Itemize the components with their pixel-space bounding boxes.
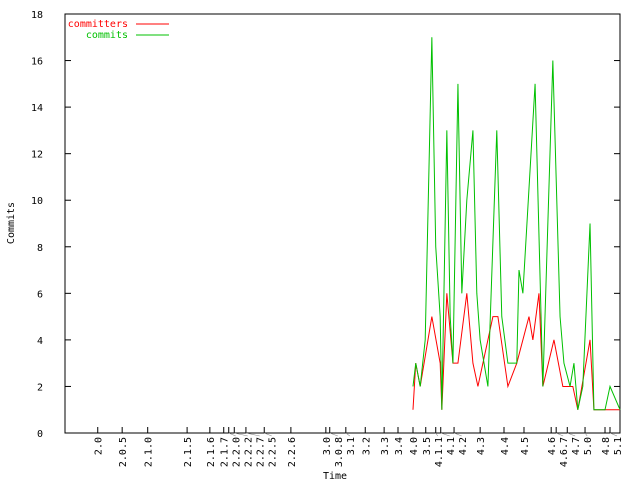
x-tick-leader [556,432,564,437]
y-tick-label: 0 [37,429,43,440]
x-tick-label: 4.8 [601,437,612,455]
x-tick-label: 5.0 [583,437,594,455]
x-tick-leader [264,432,272,437]
x-tick-label: 4.7 [571,437,582,455]
x-tick-label: 4.6 [547,437,558,455]
x-tick-label: 2.2.7 [256,437,267,467]
y-tick-label: 14 [31,103,43,114]
x-tick-leader [584,432,588,437]
x-tick-leader [245,432,260,437]
x-tick-label: 4.1.1 [434,437,445,467]
legend-label-committers: committers [68,19,128,30]
x-tick-label: 2.2.0 [232,437,243,467]
x-tick-label: 2.1.7 [220,437,231,467]
plot-frame [64,13,621,434]
x-tick-leader [453,432,462,437]
x-tick-label: 5.1 [613,437,624,455]
x-tick-leader [228,432,236,437]
x-tick-leader [435,432,438,437]
x-tick-leader [609,432,618,437]
x-tick-label: 3.4 [394,437,405,455]
y-tick-label: 2 [37,382,43,393]
x-tick-leader [567,432,576,437]
x-tick-label: 3.1 [346,437,357,455]
x-tick-label: 4.1 [446,437,457,455]
x-tick-leader [329,432,338,437]
x-tick-leader [234,432,248,437]
x-axis-label: Time [323,471,347,480]
x-tick-label: 3.0 [322,437,333,455]
y-tick-label: 16 [31,57,43,68]
x-tick-label: 2.1.5 [183,437,194,467]
x-tick-label: 2.2.5 [268,437,279,467]
legend-label-commits: commits [86,30,128,41]
x-tick-label: 4.0 [409,437,420,455]
y-tick-label: 12 [31,150,43,161]
x-tick-label: 2.0.5 [118,437,129,467]
x-tick-label: 2.1.6 [206,437,217,467]
x-tick-label: 3.3 [380,437,391,455]
x-tick-label: 2.2.2 [244,437,255,467]
x-tick-label: 2.2.6 [287,437,298,467]
x-tick-label: 4.6.7 [559,437,570,467]
x-tick-label: 4.2 [458,437,469,455]
y-tick-label: 6 [37,289,43,300]
x-tick-label: 4.3 [476,437,487,455]
x-tick-label: 4.5 [520,437,531,455]
x-tick-label: 3.0.8 [334,437,345,467]
x-tick-label: 2.0 [94,437,105,455]
x-tick-leader [345,432,351,437]
y-tick-label: 4 [37,336,43,347]
x-tick-label: 2.1.0 [144,437,155,467]
x-tick-leader [440,432,450,437]
x-tick-label: 3.2 [361,437,372,455]
y-tick-label: 10 [31,196,43,207]
x-tick-label: 4.4 [500,437,511,455]
y-tick-label: 18 [31,10,43,21]
series-line-commits [412,37,621,411]
x-tick-label: 3.5 [422,437,433,455]
y-axis-label: Commits [6,202,17,244]
y-tick-label: 8 [37,243,43,254]
